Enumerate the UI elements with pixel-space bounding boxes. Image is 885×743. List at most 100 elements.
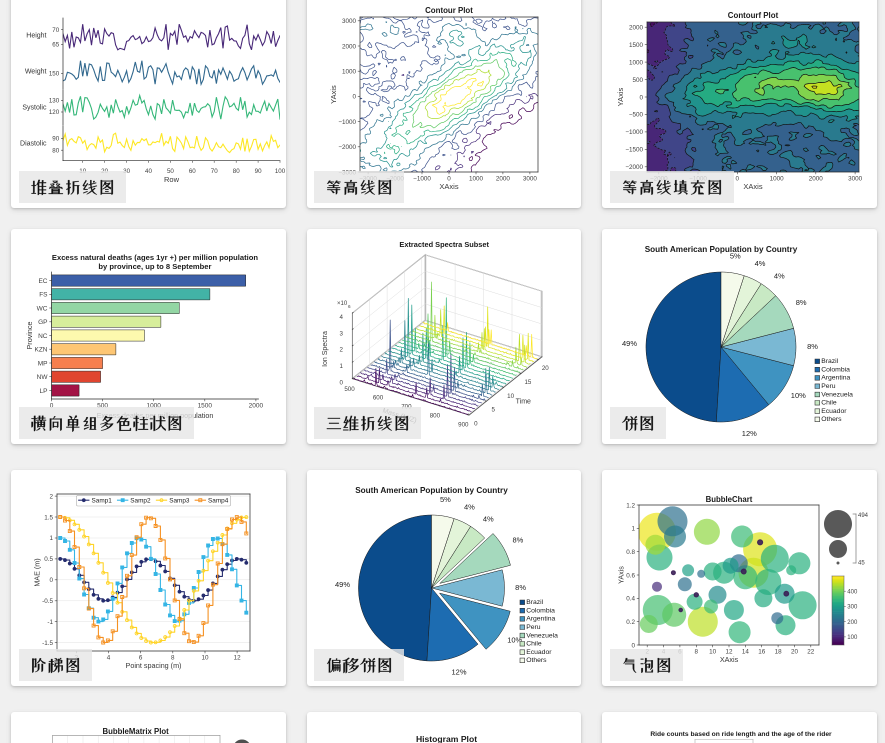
- svg-text:Argentina: Argentina: [526, 616, 555, 623]
- svg-text:8%: 8%: [807, 342, 818, 351]
- svg-text:5%: 5%: [439, 495, 450, 504]
- svg-text:50: 50: [167, 168, 174, 175]
- svg-text:12: 12: [234, 655, 242, 662]
- svg-text:8%: 8%: [515, 583, 526, 592]
- svg-text:200: 200: [847, 620, 858, 626]
- svg-text:10: 10: [709, 649, 717, 656]
- svg-text:4%: 4%: [482, 514, 493, 523]
- svg-text:49%: 49%: [334, 580, 349, 589]
- svg-text:Extracted Spectra Subset: Extracted Spectra Subset: [399, 240, 489, 249]
- svg-text:12%: 12%: [451, 668, 466, 677]
- svg-text:10: 10: [201, 655, 209, 662]
- svg-text:Contour Plot: Contour Plot: [425, 6, 473, 15]
- svg-text:-0.5: -0.5: [42, 598, 53, 605]
- svg-text:−500: −500: [629, 112, 644, 119]
- svg-text:5%: 5%: [730, 251, 741, 260]
- svg-text:Peru: Peru: [821, 383, 836, 390]
- svg-text:1000: 1000: [468, 176, 483, 183]
- svg-text:130: 130: [49, 98, 60, 105]
- svg-text:Samp3: Samp3: [169, 498, 190, 505]
- svg-text:4%: 4%: [755, 259, 766, 268]
- svg-text:800: 800: [429, 412, 440, 419]
- svg-text:2000: 2000: [629, 25, 644, 32]
- svg-text:Ion Spectra: Ion Spectra: [321, 331, 328, 367]
- svg-text:49%: 49%: [622, 339, 637, 348]
- svg-text:500: 500: [97, 402, 108, 409]
- svg-text:1: 1: [339, 363, 343, 370]
- svg-text:12%: 12%: [742, 429, 757, 438]
- svg-text:70: 70: [211, 168, 218, 175]
- svg-text:1000: 1000: [146, 402, 161, 409]
- svg-text:20: 20: [541, 365, 548, 372]
- svg-text:15: 15: [524, 379, 531, 386]
- svg-text:0: 0: [474, 420, 478, 427]
- svg-text:1500: 1500: [198, 402, 213, 409]
- svg-text:4: 4: [339, 314, 343, 321]
- svg-text:Contourf Plot: Contourf Plot: [728, 11, 779, 20]
- svg-text:2: 2: [339, 346, 343, 353]
- svg-text:4%: 4%: [463, 502, 474, 511]
- svg-text:10%: 10%: [507, 636, 522, 645]
- svg-text:6: 6: [139, 655, 143, 662]
- svg-text:YAxis: YAxis: [616, 87, 625, 106]
- svg-text:1.5: 1.5: [44, 514, 53, 521]
- svg-text:8%: 8%: [512, 536, 523, 545]
- svg-text:-1.5: -1.5: [42, 640, 53, 647]
- svg-text:1500: 1500: [629, 42, 644, 49]
- svg-text:XAxis: XAxis: [743, 182, 762, 191]
- svg-text:−2000: −2000: [338, 144, 356, 151]
- svg-text:100: 100: [847, 635, 858, 641]
- svg-text:Samp4: Samp4: [208, 498, 229, 505]
- svg-text:700: 700: [401, 403, 412, 410]
- svg-text:South American Population by C: South American Population by Country: [355, 486, 508, 495]
- svg-text:900: 900: [458, 421, 469, 428]
- svg-text:8: 8: [171, 655, 175, 662]
- svg-text:8%: 8%: [796, 298, 807, 307]
- svg-text:Systolic: Systolic: [22, 105, 47, 112]
- svg-text:EC: EC: [38, 278, 47, 285]
- svg-text:3000: 3000: [848, 176, 863, 183]
- svg-text:0.5: 0.5: [44, 556, 53, 563]
- svg-text:MP: MP: [38, 360, 48, 367]
- svg-text:−1000: −1000: [338, 119, 356, 126]
- svg-text:5: 5: [491, 406, 495, 413]
- svg-text:Colombia: Colombia: [526, 607, 555, 614]
- svg-text:0: 0: [447, 176, 451, 183]
- svg-text:Samp1: Samp1: [92, 498, 113, 505]
- svg-text:0.4: 0.4: [626, 596, 635, 603]
- svg-text:LP: LP: [40, 388, 48, 395]
- svg-text:6: 6: [348, 304, 351, 309]
- svg-text:−1000: −1000: [625, 129, 643, 136]
- svg-text:0: 0: [50, 402, 54, 409]
- svg-text:70: 70: [52, 27, 59, 34]
- svg-text:NW: NW: [37, 374, 49, 381]
- svg-text:Others: Others: [821, 416, 842, 423]
- svg-text:Row: Row: [164, 175, 180, 184]
- svg-text:Time: Time: [515, 398, 530, 405]
- svg-text:90: 90: [255, 168, 262, 175]
- svg-text:3: 3: [339, 330, 343, 337]
- svg-text:−1000: −1000: [413, 176, 431, 183]
- svg-text:Weight: Weight: [25, 69, 47, 76]
- svg-text:YAxis: YAxis: [328, 85, 337, 104]
- svg-text:0.6: 0.6: [626, 572, 635, 579]
- svg-text:Ride counts based on ride leng: Ride counts based on ride length and the…: [650, 731, 832, 738]
- svg-text:4: 4: [107, 655, 111, 662]
- svg-text:65: 65: [52, 42, 59, 49]
- svg-text:3000: 3000: [341, 18, 356, 25]
- svg-text:Histogram Plot: Histogram Plot: [415, 734, 476, 743]
- svg-text:2000: 2000: [249, 402, 264, 409]
- svg-text:120: 120: [49, 109, 60, 116]
- svg-text:KZN: KZN: [35, 346, 48, 353]
- svg-text:0: 0: [631, 642, 635, 649]
- svg-text:Province: Province: [25, 321, 34, 349]
- svg-text:Excess natural deaths (ages 1y: Excess natural deaths (ages 1yr +) per m…: [52, 253, 259, 262]
- svg-text:×10: ×10: [337, 301, 348, 307]
- svg-text:0: 0: [352, 94, 356, 101]
- svg-text:Ecuador: Ecuador: [821, 408, 847, 415]
- svg-text:3000: 3000: [522, 176, 537, 183]
- svg-text:Point spacing (m): Point spacing (m): [126, 661, 182, 670]
- svg-text:80: 80: [52, 147, 59, 154]
- svg-text:1000: 1000: [629, 59, 644, 66]
- svg-text:300: 300: [847, 605, 858, 611]
